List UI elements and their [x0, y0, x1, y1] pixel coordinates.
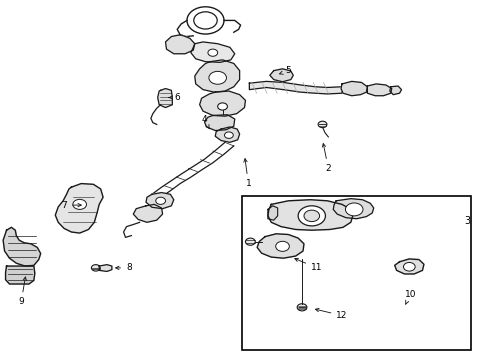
- Polygon shape: [249, 81, 341, 94]
- Polygon shape: [389, 86, 401, 95]
- Polygon shape: [3, 227, 41, 266]
- Text: 12: 12: [315, 309, 347, 320]
- Polygon shape: [165, 35, 194, 54]
- Polygon shape: [99, 265, 112, 271]
- Circle shape: [193, 12, 217, 29]
- Circle shape: [156, 197, 165, 204]
- Circle shape: [403, 262, 414, 271]
- Circle shape: [298, 206, 325, 226]
- Polygon shape: [267, 206, 277, 220]
- Circle shape: [208, 71, 226, 84]
- Text: 11: 11: [294, 258, 322, 273]
- Text: 10: 10: [404, 289, 415, 304]
- Circle shape: [186, 7, 224, 34]
- Text: 9: 9: [18, 277, 26, 306]
- Text: 8: 8: [116, 264, 132, 273]
- Circle shape: [304, 210, 319, 222]
- Text: 3: 3: [464, 216, 470, 226]
- Bar: [242, 196, 470, 350]
- Circle shape: [318, 121, 326, 128]
- Polygon shape: [204, 115, 234, 131]
- Circle shape: [275, 241, 289, 251]
- Polygon shape: [133, 204, 162, 222]
- Circle shape: [217, 103, 227, 110]
- Circle shape: [207, 49, 217, 56]
- Polygon shape: [366, 84, 391, 96]
- Polygon shape: [199, 91, 245, 116]
- Text: 2: 2: [322, 144, 330, 173]
- Polygon shape: [158, 89, 172, 108]
- Polygon shape: [146, 193, 173, 209]
- Polygon shape: [190, 42, 234, 62]
- Text: 4: 4: [201, 114, 209, 129]
- Circle shape: [91, 265, 100, 271]
- Polygon shape: [332, 199, 373, 219]
- Circle shape: [73, 199, 86, 210]
- Text: 1: 1: [244, 159, 251, 188]
- Circle shape: [245, 238, 255, 245]
- Polygon shape: [267, 200, 352, 230]
- Circle shape: [224, 132, 233, 138]
- Text: 6: 6: [168, 93, 180, 102]
- Polygon shape: [269, 69, 293, 82]
- Polygon shape: [5, 266, 35, 284]
- Polygon shape: [394, 259, 423, 274]
- Polygon shape: [257, 234, 304, 258]
- Polygon shape: [340, 81, 366, 96]
- Text: 5: 5: [279, 66, 291, 75]
- Text: 7: 7: [61, 201, 81, 210]
- Polygon shape: [194, 60, 239, 92]
- Circle shape: [345, 203, 362, 216]
- Polygon shape: [55, 184, 103, 233]
- Circle shape: [297, 304, 306, 311]
- Polygon shape: [215, 127, 239, 142]
